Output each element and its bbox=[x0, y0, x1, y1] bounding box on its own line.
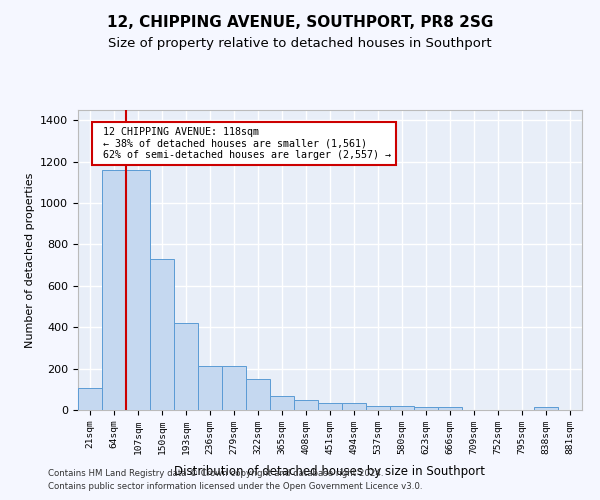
Text: Size of property relative to detached houses in Southport: Size of property relative to detached ho… bbox=[108, 38, 492, 51]
Text: 12, CHIPPING AVENUE, SOUTHPORT, PR8 2SG: 12, CHIPPING AVENUE, SOUTHPORT, PR8 2SG bbox=[107, 15, 493, 30]
Y-axis label: Number of detached properties: Number of detached properties bbox=[25, 172, 35, 348]
Bar bbox=[127, 170, 149, 410]
Bar bbox=[271, 396, 293, 410]
Bar bbox=[199, 366, 221, 410]
Bar bbox=[295, 400, 317, 410]
Bar bbox=[535, 407, 557, 410]
Bar bbox=[415, 407, 437, 410]
Bar bbox=[439, 407, 461, 410]
Text: Contains public sector information licensed under the Open Government Licence v3: Contains public sector information licen… bbox=[48, 482, 422, 491]
Bar bbox=[79, 388, 101, 410]
Text: Contains HM Land Registry data © Crown copyright and database right 2024.: Contains HM Land Registry data © Crown c… bbox=[48, 468, 383, 477]
X-axis label: Distribution of detached houses by size in Southport: Distribution of detached houses by size … bbox=[175, 466, 485, 478]
Bar bbox=[223, 366, 245, 410]
Bar bbox=[151, 259, 173, 410]
Bar bbox=[247, 379, 269, 410]
Bar bbox=[103, 170, 125, 410]
Bar bbox=[319, 404, 341, 410]
Text: 12 CHIPPING AVENUE: 118sqm
 ← 38% of detached houses are smaller (1,561)
 62% of: 12 CHIPPING AVENUE: 118sqm ← 38% of deta… bbox=[97, 126, 391, 160]
Bar bbox=[391, 406, 413, 410]
Bar bbox=[367, 406, 389, 410]
Bar bbox=[343, 404, 365, 410]
Bar bbox=[175, 323, 197, 410]
